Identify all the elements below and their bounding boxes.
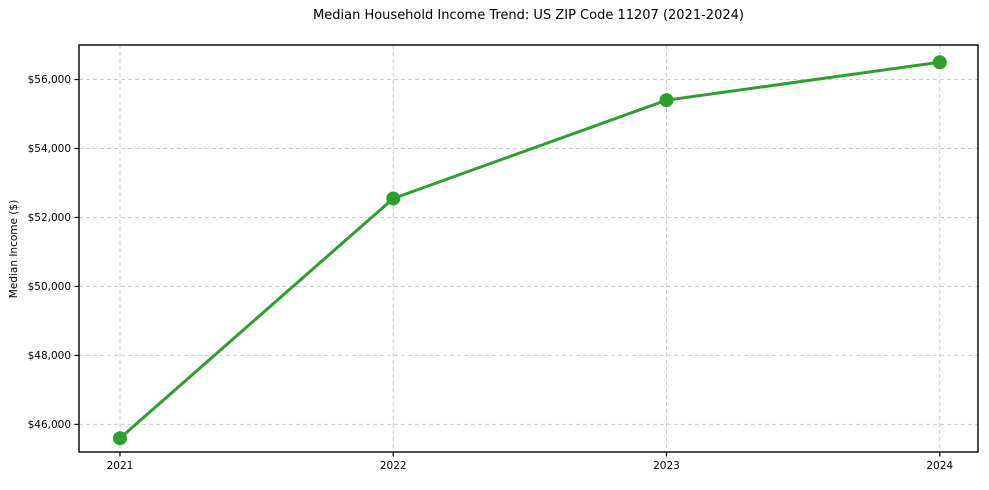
data-point xyxy=(112,431,127,446)
chart-title: Median Household Income Trend: US ZIP Co… xyxy=(313,8,744,23)
data-point xyxy=(386,191,401,206)
x-tick-label: 2024 xyxy=(926,460,953,472)
y-tick-label: $50,000 xyxy=(28,281,71,293)
y-tick-label: $54,000 xyxy=(28,143,71,155)
plot-border xyxy=(78,44,979,453)
y-tick-label: $46,000 xyxy=(28,419,71,431)
y-tick-label: $48,000 xyxy=(28,350,71,362)
data-point xyxy=(659,93,674,108)
data-point xyxy=(932,55,947,70)
y-tick-label: $56,000 xyxy=(28,74,71,86)
x-tick-label: 2021 xyxy=(107,460,134,472)
x-tick-label: 2022 xyxy=(380,460,407,472)
trend-line xyxy=(118,60,942,440)
x-tick-label: 2023 xyxy=(653,460,680,472)
y-tick-label: $52,000 xyxy=(28,212,71,224)
